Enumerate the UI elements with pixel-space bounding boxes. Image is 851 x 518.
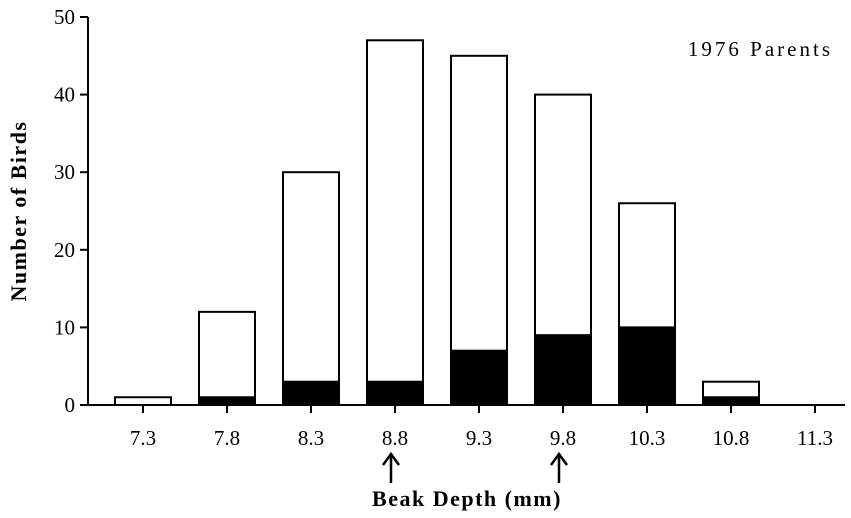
bar-white-10.8 [702, 380, 760, 399]
x-ticks: 7.3 7.8 8.3 8.8 9.3 9.8 10.3 10.8 11.3 [130, 405, 833, 450]
bar-black-8.3 [282, 380, 340, 407]
x-tick-label: 9.3 [466, 426, 492, 450]
x-tick-label: 8.3 [298, 426, 324, 450]
y-tick-label: 0 [65, 393, 76, 417]
bar-white-7.3 [114, 396, 172, 406]
bar-black-7.8 [198, 396, 256, 406]
x-tick-label: 10.3 [629, 426, 666, 450]
x-tick-label: 8.8 [382, 426, 408, 450]
bar-white-8.3 [282, 171, 340, 383]
bar-white-9.3 [450, 54, 508, 352]
y-tick-label: 30 [54, 160, 75, 184]
chart-annotation: 1976 Parents [688, 37, 833, 61]
y-tick-label: 40 [54, 83, 75, 107]
x-axis-title: Beak Depth (mm) [372, 486, 562, 511]
y-tick-label: 10 [54, 315, 75, 339]
x-tick-label: 11.3 [797, 426, 833, 450]
bar-white-7.8 [198, 310, 256, 399]
x-tick-label: 9.8 [550, 426, 576, 450]
y-tick-label: 20 [54, 238, 75, 262]
bar-black-10.8 [702, 396, 760, 406]
x-tick-label: 7.3 [130, 426, 156, 450]
bar-black-9.8 [534, 334, 592, 406]
bar-white-9.8 [534, 93, 592, 337]
x-tick-label: 7.8 [214, 426, 240, 450]
bar-black-8.8 [366, 380, 424, 407]
up-arrow-icon [549, 451, 569, 483]
bar-black-9.3 [450, 349, 508, 406]
arrow-markers [381, 451, 569, 483]
up-arrow-icon [381, 451, 401, 483]
y-ticks: 0 10 20 30 40 50 [54, 5, 88, 417]
bars [114, 39, 760, 407]
bar-white-10.3 [618, 202, 676, 329]
x-tick-label: 10.8 [713, 426, 750, 450]
y-axis-title: Number of Birds [6, 121, 31, 302]
y-tick-label: 50 [54, 5, 75, 29]
bar-black-10.3 [618, 326, 676, 406]
bar-white-8.8 [366, 39, 424, 383]
